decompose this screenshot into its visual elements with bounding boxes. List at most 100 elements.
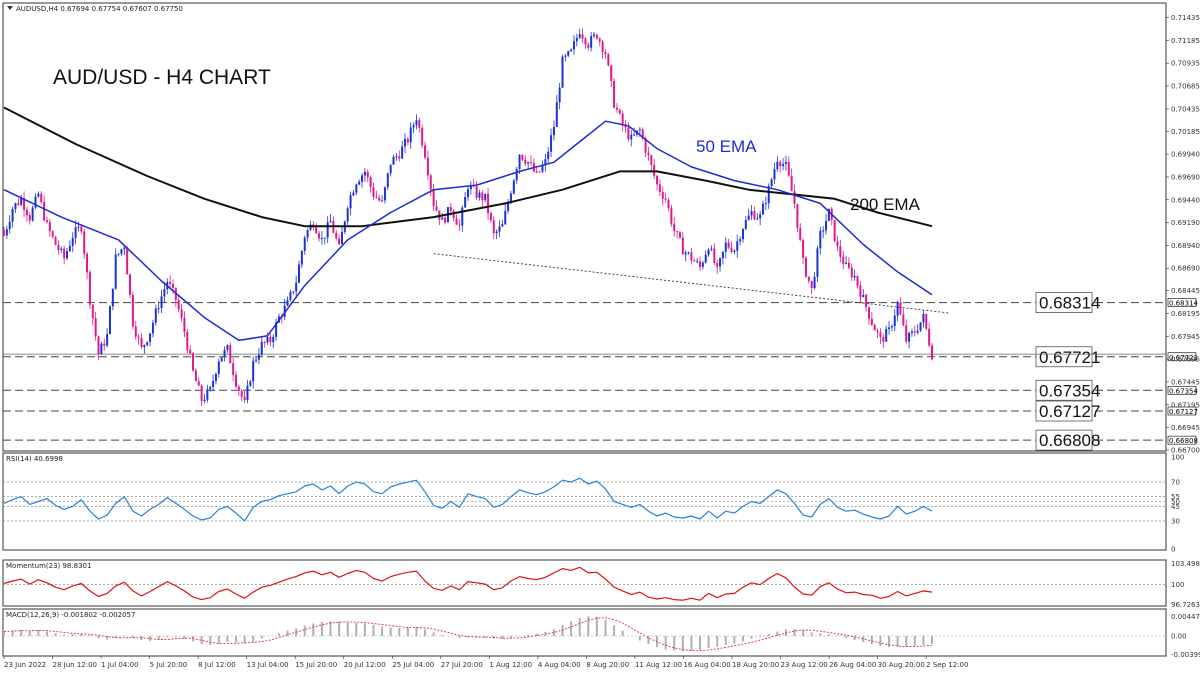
candle-body xyxy=(171,283,174,288)
candle-body xyxy=(134,326,137,337)
price-tick-label: 0.68690 xyxy=(1171,265,1200,273)
candle-body xyxy=(237,386,240,391)
candle-body xyxy=(86,253,89,273)
candle-body xyxy=(269,336,272,343)
candle-body xyxy=(750,211,753,216)
candle-body xyxy=(833,219,836,242)
candle-body xyxy=(664,198,667,200)
candle-body xyxy=(501,224,504,227)
candle-body xyxy=(389,164,392,174)
candle-body xyxy=(249,381,252,386)
candle-body xyxy=(292,291,295,293)
candle-body xyxy=(538,171,541,173)
candle-body xyxy=(581,34,584,39)
candle-body xyxy=(83,231,86,254)
macd-signal-line xyxy=(3,617,933,652)
candle-body xyxy=(298,264,301,283)
candle-body xyxy=(707,249,710,255)
price-tick-label: 0.68195 xyxy=(1171,310,1200,318)
candle-body xyxy=(246,385,249,401)
candle-body xyxy=(444,217,447,223)
candle-body xyxy=(922,313,925,323)
candle-body xyxy=(530,162,533,164)
candle-body xyxy=(223,349,226,358)
candle-body xyxy=(733,250,736,252)
candle-body xyxy=(103,343,106,346)
candle-body xyxy=(455,218,458,225)
candle-body xyxy=(203,399,206,401)
candle-body xyxy=(790,175,793,192)
candle-body xyxy=(66,251,69,259)
rsi-tick-label: 70 xyxy=(1171,479,1180,487)
candle-body xyxy=(859,285,862,298)
time-tick-label: 1 Jul 04:00 xyxy=(101,661,139,669)
candle-body xyxy=(822,230,825,232)
candle-body xyxy=(255,359,258,361)
level-price-tag xyxy=(1167,435,1197,445)
candle-body xyxy=(441,217,444,220)
macd-series xyxy=(3,616,1166,652)
candle-body xyxy=(601,41,604,53)
candle-body xyxy=(779,161,782,167)
candle-body xyxy=(392,156,395,165)
candle-body xyxy=(424,145,427,158)
candle-body xyxy=(123,247,126,250)
candle-body xyxy=(94,318,97,337)
candle-body xyxy=(320,238,323,240)
candle-body xyxy=(535,171,538,173)
macd-tick-label: 0.00447 xyxy=(1171,613,1200,621)
time-tick-label: 8 Jul 12:00 xyxy=(198,661,236,669)
candle-body xyxy=(870,318,873,325)
candle-body xyxy=(753,211,756,220)
level-label: 0.67354 xyxy=(1039,381,1100,400)
candle-body xyxy=(323,237,326,239)
candle-body xyxy=(492,220,495,234)
candle-body xyxy=(527,162,530,164)
time-tick-label: 5 Jul 20:00 xyxy=(150,661,188,669)
candle-body xyxy=(509,193,512,203)
candle-body xyxy=(658,184,661,192)
candle-body xyxy=(14,203,17,209)
level-label: 0.68314 xyxy=(1039,294,1100,313)
candle-body xyxy=(867,307,870,319)
candle-body xyxy=(690,252,693,261)
price-tick-label: 0.67445 xyxy=(1171,378,1200,386)
dropdown-icon[interactable] xyxy=(7,6,13,10)
candle-body xyxy=(650,155,653,165)
candle-body xyxy=(146,341,149,345)
candle-body xyxy=(673,223,676,232)
candle-body xyxy=(575,37,578,42)
price-tick-label: 0.67945 xyxy=(1171,333,1200,341)
rsi-tick-label: 0 xyxy=(1171,546,1175,554)
candle-body xyxy=(888,327,891,330)
macd-tick-label: -0.003999 xyxy=(1171,651,1200,659)
main-pane-border xyxy=(2,2,1167,452)
price-tick-label: 0.66700 xyxy=(1171,447,1200,455)
candle-body xyxy=(804,257,807,277)
candle-body xyxy=(361,175,364,182)
candle-body xyxy=(584,38,587,45)
time-tick-label: 8 Aug 20:00 xyxy=(586,661,629,669)
candle-body xyxy=(212,380,215,388)
candle-body xyxy=(452,210,455,219)
candle-body xyxy=(154,308,157,323)
candle-body xyxy=(719,258,722,267)
candle-body xyxy=(449,207,452,211)
candle-body xyxy=(378,197,381,201)
candle-body xyxy=(796,203,799,228)
candle-body xyxy=(418,120,421,128)
price-tick-label: 0.68940 xyxy=(1171,242,1200,250)
candle-body xyxy=(813,276,816,289)
candle-body xyxy=(555,102,558,127)
candle-body xyxy=(699,261,701,267)
candle-body xyxy=(890,326,893,328)
candle-body xyxy=(847,262,850,268)
candle-body xyxy=(633,134,636,136)
price-tick-label: 0.67695 xyxy=(1171,356,1200,364)
candle-body xyxy=(767,186,770,204)
candle-body xyxy=(481,192,484,201)
candle-body xyxy=(183,317,186,332)
momentum-series xyxy=(3,566,1166,601)
candle-body xyxy=(873,324,876,331)
candle-body xyxy=(839,246,842,257)
